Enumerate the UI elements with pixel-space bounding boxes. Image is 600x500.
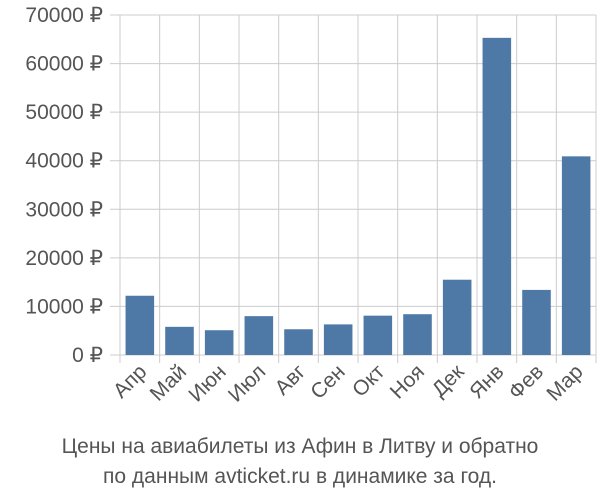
x-category-label: Фев (504, 360, 548, 404)
bar-0 (125, 295, 155, 355)
x-category-label: Дек (428, 360, 470, 402)
y-tick-label: 70000 ₽ (25, 4, 103, 27)
y-axis-ticks: 0 ₽ 10000 ₽ 20000 ₽ 30000 ₽ 40000 ₽ 50000 ₽ 60… (25, 4, 103, 367)
grid-lines (110, 14, 597, 363)
bar-10 (522, 289, 551, 355)
x-category-label: Сен (306, 360, 349, 403)
x-category-label: Апр (109, 360, 151, 402)
x-category-label: Авг (271, 360, 311, 400)
chart-caption-line-2: по данным avticket.ru в динамике за год. (103, 465, 497, 488)
x-category-label: Ноя (386, 360, 429, 403)
bar-11 (561, 156, 591, 355)
bars (125, 37, 591, 355)
bar-6 (363, 315, 393, 355)
x-category-label: Мар (542, 360, 587, 405)
bar-8 (442, 279, 472, 355)
chart-caption-line-1: Цены на авиабилеты из Афин в Литву и обр… (61, 435, 539, 458)
x-category-label: Июн (184, 360, 230, 406)
x-category-label: Янв (465, 360, 508, 403)
y-tick-label: 0 ₽ (72, 344, 103, 367)
bar-2 (204, 330, 234, 355)
bar-5 (323, 324, 353, 355)
bar-chart: 0 ₽ 10000 ₽ 20000 ₽ 30000 ₽ 40000 ₽ 50000 ₽ 60… (25, 4, 597, 407)
y-tick-label: 10000 ₽ (25, 295, 103, 318)
y-tick-label: 40000 ₽ (25, 150, 103, 173)
x-category-label: Май (146, 360, 191, 405)
y-tick-label: 20000 ₽ (25, 247, 103, 270)
bar-3 (244, 316, 274, 355)
x-category-label: Июл (224, 360, 270, 406)
bar-4 (284, 329, 313, 355)
bar-1 (165, 326, 194, 355)
y-tick-label: 30000 ₽ (25, 198, 103, 221)
x-category-label: Окт (348, 360, 390, 402)
y-tick-label: 60000 ₽ (25, 53, 103, 76)
bar-9 (482, 37, 512, 355)
bar-7 (403, 314, 432, 355)
y-tick-label: 50000 ₽ (25, 101, 103, 124)
